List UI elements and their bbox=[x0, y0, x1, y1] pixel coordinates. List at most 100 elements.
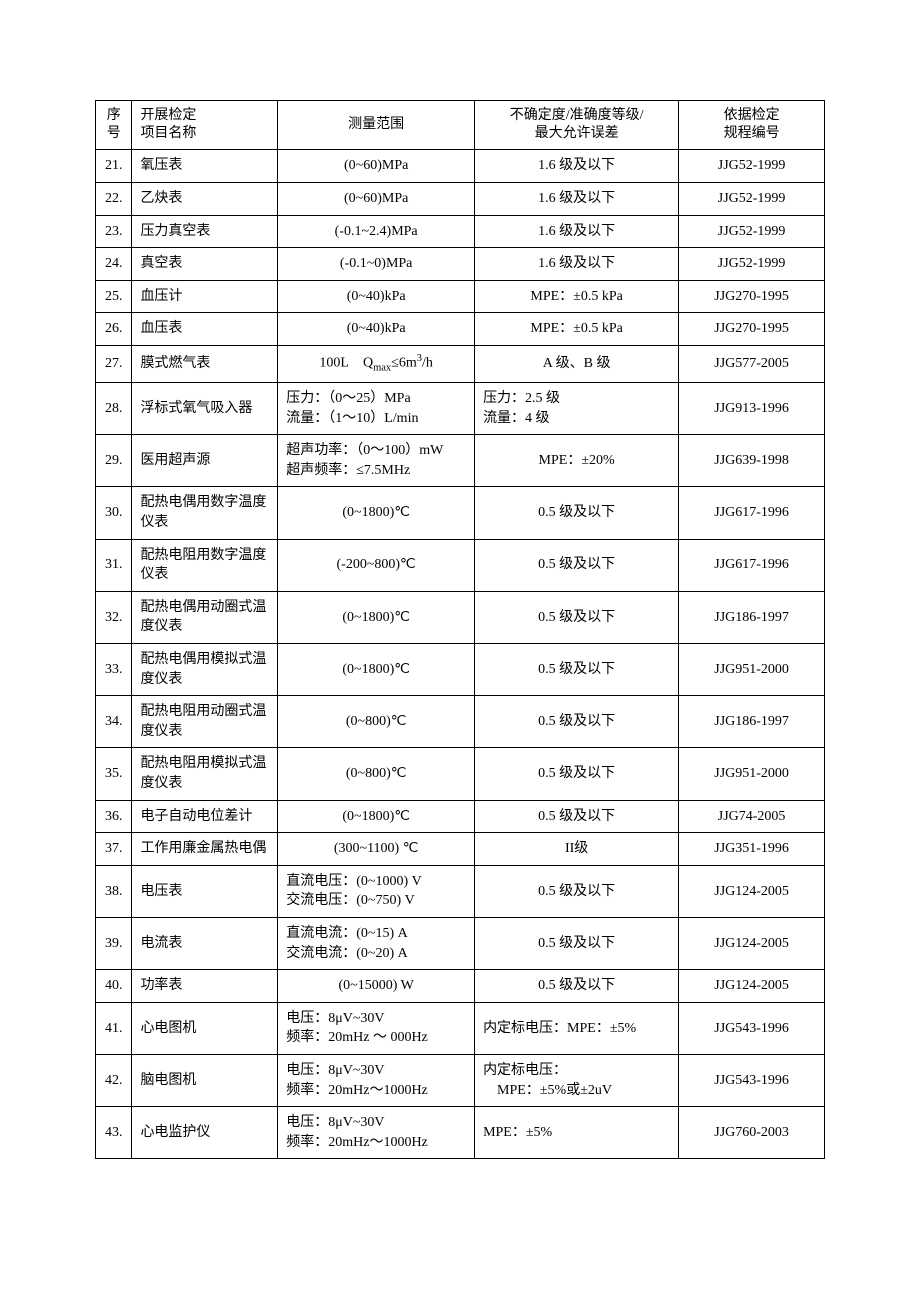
cell-name: 配热电阻用数字温度仪表 bbox=[132, 539, 278, 591]
cell-seq: 21. bbox=[96, 150, 132, 183]
table-row: 42.脑电图机电压：8μV~30V频率：20mHz～1000Hz内定标电压： M… bbox=[96, 1054, 825, 1106]
table-row: 31.配热电阻用数字温度仪表(-200~800)℃0.5 级及以下JJG617-… bbox=[96, 539, 825, 591]
header-accuracy: 不确定度/准确度等级/最大允许误差 bbox=[475, 101, 679, 150]
cell-range: 超声功率：（0～100）mW超声频率：≤7.5MHz bbox=[278, 435, 475, 487]
cell-seq: 31. bbox=[96, 539, 132, 591]
cell-accuracy: A 级、B 级 bbox=[475, 345, 679, 382]
cell-accuracy: MPE：±20% bbox=[475, 435, 679, 487]
table-row: 22.乙炔表(0~60)MPa1.6 级及以下JJG52-1999 bbox=[96, 182, 825, 215]
table-row: 27.膜式燃气表100L Qmax≤6m3/hA 级、B 级JJG577-200… bbox=[96, 345, 825, 382]
cell-range: (0~1800)℃ bbox=[278, 644, 475, 696]
cell-name: 心电监护仪 bbox=[132, 1107, 278, 1159]
cell-accuracy: MPE：±0.5 kPa bbox=[475, 280, 679, 313]
cell-range: (0~40)kPa bbox=[278, 313, 475, 346]
cell-seq: 33. bbox=[96, 644, 132, 696]
table-row: 30.配热电偶用数字温度仪表(0~1800)℃0.5 级及以下JJG617-19… bbox=[96, 487, 825, 539]
cell-accuracy: 内定标电压： MPE：±5%或±2uV bbox=[475, 1054, 679, 1106]
cell-seq: 23. bbox=[96, 215, 132, 248]
cell-name: 氧压表 bbox=[132, 150, 278, 183]
cell-accuracy: 0.5 级及以下 bbox=[475, 865, 679, 917]
cell-range: (0~1800)℃ bbox=[278, 800, 475, 833]
cell-seq: 24. bbox=[96, 248, 132, 281]
table-row: 38.电压表直流电压：(0~1000) V交流电压：(0~750) V0.5 级… bbox=[96, 865, 825, 917]
cell-standard: JJG270-1995 bbox=[679, 280, 825, 313]
cell-standard: JJG52-1999 bbox=[679, 215, 825, 248]
cell-standard: JJG543-1996 bbox=[679, 1002, 825, 1054]
cell-seq: 26. bbox=[96, 313, 132, 346]
table-row: 24.真空表(-0.1~0)MPa1.6 级及以下JJG52-1999 bbox=[96, 248, 825, 281]
cell-seq: 37. bbox=[96, 833, 132, 866]
table-row: 33.配热电偶用模拟式温度仪表(0~1800)℃0.5 级及以下JJG951-2… bbox=[96, 644, 825, 696]
cell-accuracy: 0.5 级及以下 bbox=[475, 696, 679, 748]
table-row: 32.配热电偶用动圈式温度仪表(0~1800)℃0.5 级及以下JJG186-1… bbox=[96, 591, 825, 643]
cell-standard: JJG124-2005 bbox=[679, 970, 825, 1003]
cell-accuracy: II级 bbox=[475, 833, 679, 866]
cell-range: (0~40)kPa bbox=[278, 280, 475, 313]
cell-range: (-200~800)℃ bbox=[278, 539, 475, 591]
cell-accuracy: MPE：±5% bbox=[475, 1107, 679, 1159]
cell-standard: JJG617-1996 bbox=[679, 487, 825, 539]
cell-name: 真空表 bbox=[132, 248, 278, 281]
cell-accuracy: 0.5 级及以下 bbox=[475, 748, 679, 800]
header-standard: 依据检定规程编号 bbox=[679, 101, 825, 150]
cell-name: 医用超声源 bbox=[132, 435, 278, 487]
cell-standard: JJG617-1996 bbox=[679, 539, 825, 591]
table-row: 39.电流表直流电流：(0~15) A交流电流：(0~20) A0.5 级及以下… bbox=[96, 917, 825, 969]
cell-seq: 27. bbox=[96, 345, 132, 382]
cell-range: (0~60)MPa bbox=[278, 182, 475, 215]
cell-name: 压力真空表 bbox=[132, 215, 278, 248]
cell-name: 配热电阻用模拟式温度仪表 bbox=[132, 748, 278, 800]
cell-name: 电流表 bbox=[132, 917, 278, 969]
table-row: 23.压力真空表(-0.1~2.4)MPa1.6 级及以下JJG52-1999 bbox=[96, 215, 825, 248]
cell-seq: 32. bbox=[96, 591, 132, 643]
cell-standard: JJG186-1997 bbox=[679, 591, 825, 643]
cell-accuracy: 0.5 级及以下 bbox=[475, 539, 679, 591]
table-row: 40.功率表(0~15000) W0.5 级及以下JJG124-2005 bbox=[96, 970, 825, 1003]
cell-seq: 35. bbox=[96, 748, 132, 800]
cell-name: 电压表 bbox=[132, 865, 278, 917]
cell-range: (-0.1~0)MPa bbox=[278, 248, 475, 281]
table-row: 28.浮标式氧气吸入器压力：（0～25）MPa流量：（1～10）L/min压力：… bbox=[96, 383, 825, 435]
cell-standard: JJG951-2000 bbox=[679, 644, 825, 696]
cell-standard: JJG124-2005 bbox=[679, 917, 825, 969]
cell-standard: JJG52-1999 bbox=[679, 150, 825, 183]
cell-range: (0~60)MPa bbox=[278, 150, 475, 183]
cell-seq: 30. bbox=[96, 487, 132, 539]
cell-seq: 29. bbox=[96, 435, 132, 487]
cell-seq: 34. bbox=[96, 696, 132, 748]
cell-standard: JJG270-1995 bbox=[679, 313, 825, 346]
cell-range: 压力：（0～25）MPa流量：（1～10）L/min bbox=[278, 383, 475, 435]
cell-range: 电压：8μV~30V频率：20mHz～1000Hz bbox=[278, 1107, 475, 1159]
cell-name: 工作用廉金属热电偶 bbox=[132, 833, 278, 866]
cell-name: 脑电图机 bbox=[132, 1054, 278, 1106]
cell-seq: 41. bbox=[96, 1002, 132, 1054]
cell-range: (300~1100) ℃ bbox=[278, 833, 475, 866]
header-seq: 序号 bbox=[96, 101, 132, 150]
cell-standard: JJG52-1999 bbox=[679, 182, 825, 215]
cell-accuracy: 0.5 级及以下 bbox=[475, 800, 679, 833]
cell-standard: JJG186-1997 bbox=[679, 696, 825, 748]
cell-accuracy: 压力：2.5 级流量：4 级 bbox=[475, 383, 679, 435]
table-row: 25.血压计(0~40)kPaMPE：±0.5 kPaJJG270-1995 bbox=[96, 280, 825, 313]
cell-standard: JJG577-2005 bbox=[679, 345, 825, 382]
cell-seq: 40. bbox=[96, 970, 132, 1003]
cell-seq: 42. bbox=[96, 1054, 132, 1106]
table-row: 35.配热电阻用模拟式温度仪表(0~800)℃0.5 级及以下JJG951-20… bbox=[96, 748, 825, 800]
cell-standard: JJG52-1999 bbox=[679, 248, 825, 281]
calibration-table: 序号 开展检定项目名称 测量范围 不确定度/准确度等级/最大允许误差 依据检定规… bbox=[95, 100, 825, 1159]
cell-name: 心电图机 bbox=[132, 1002, 278, 1054]
cell-name: 电子自动电位差计 bbox=[132, 800, 278, 833]
table-row: 26.血压表(0~40)kPaMPE：±0.5 kPaJJG270-1995 bbox=[96, 313, 825, 346]
cell-standard: JJG639-1998 bbox=[679, 435, 825, 487]
cell-name: 配热电阻用动圈式温度仪表 bbox=[132, 696, 278, 748]
cell-range: 电压：8μV~30V频率：20mHz～1000Hz bbox=[278, 1054, 475, 1106]
cell-name: 功率表 bbox=[132, 970, 278, 1003]
cell-name: 配热电偶用模拟式温度仪表 bbox=[132, 644, 278, 696]
cell-range: (0~800)℃ bbox=[278, 748, 475, 800]
header-name: 开展检定项目名称 bbox=[132, 101, 278, 150]
cell-range: (-0.1~2.4)MPa bbox=[278, 215, 475, 248]
cell-accuracy: 0.5 级及以下 bbox=[475, 970, 679, 1003]
cell-accuracy: 0.5 级及以下 bbox=[475, 487, 679, 539]
table-row: 41.心电图机电压：8μV~30V频率：20mHz ～ 000Hz内定标电压：M… bbox=[96, 1002, 825, 1054]
table-header-row: 序号 开展检定项目名称 测量范围 不确定度/准确度等级/最大允许误差 依据检定规… bbox=[96, 101, 825, 150]
